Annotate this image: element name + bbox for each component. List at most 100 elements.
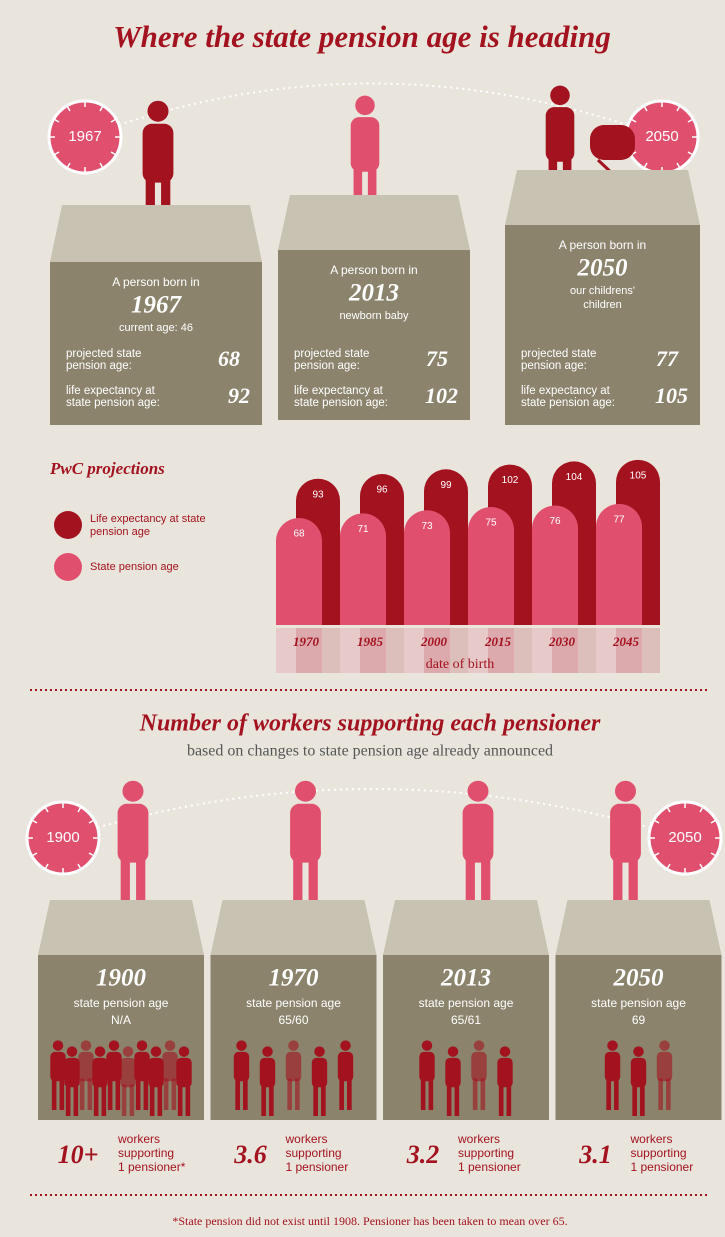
clock-tick xyxy=(88,852,94,857)
bar-reflection xyxy=(276,628,322,673)
platform-front xyxy=(505,225,700,425)
bar-reflection xyxy=(360,628,404,673)
count-text: workers xyxy=(457,1132,500,1146)
worker-count: 3.1 xyxy=(578,1140,612,1169)
value: 69 xyxy=(632,1013,646,1027)
person-leg xyxy=(295,1078,300,1110)
value-label: 76 xyxy=(549,516,561,527)
clock-label: 2050 xyxy=(668,829,701,846)
person-body xyxy=(604,1051,621,1082)
person-leg xyxy=(261,1084,266,1116)
bar-reflection xyxy=(424,628,468,673)
person-leg xyxy=(313,1084,318,1116)
person-leg xyxy=(321,1084,326,1116)
person-leg xyxy=(506,1084,512,1116)
clock-tick xyxy=(66,162,71,168)
person-leg xyxy=(666,1078,671,1110)
clock-tick xyxy=(66,106,71,112)
person-leg xyxy=(87,1078,93,1110)
person-head xyxy=(52,1040,64,1051)
intro: A person born in xyxy=(112,275,199,289)
person-leg xyxy=(308,857,318,920)
label: projected state xyxy=(521,348,596,360)
x-tick-label: 2045 xyxy=(612,634,640,649)
clock xyxy=(47,99,123,175)
person-leg xyxy=(628,857,638,920)
clock-tick xyxy=(54,151,60,156)
legend-label: Life expectancy at state pension age xyxy=(90,513,206,538)
era-year: 1900 xyxy=(96,965,147,992)
person-body xyxy=(290,803,321,863)
person-leg xyxy=(235,1078,240,1110)
label: life expectancy at xyxy=(521,385,611,397)
person-leg xyxy=(243,1078,248,1110)
person-head xyxy=(136,1040,148,1051)
person-leg xyxy=(143,1078,149,1110)
era-year: 1970 xyxy=(269,965,320,992)
value-label: 105 xyxy=(630,471,647,482)
person-leg xyxy=(481,857,491,920)
value-label: 75 xyxy=(485,518,497,529)
value-label: 71 xyxy=(357,524,369,535)
value: 105 xyxy=(655,383,688,408)
person-head xyxy=(262,1046,273,1057)
clock-tick xyxy=(32,852,38,857)
person-body xyxy=(545,107,575,162)
person-leg xyxy=(157,1084,163,1116)
clock-tick xyxy=(654,819,660,824)
clock-tick xyxy=(699,807,704,813)
bar xyxy=(276,518,322,625)
legend-swatch xyxy=(54,511,82,539)
person-leg xyxy=(177,1084,183,1116)
bar-reflection xyxy=(488,628,532,673)
clock-tick xyxy=(699,863,704,869)
label: projected state xyxy=(66,348,141,360)
person-leg xyxy=(293,857,303,920)
person-body xyxy=(285,1051,302,1082)
count-text: 1 pensioner* xyxy=(118,1160,186,1174)
clock-tick xyxy=(676,106,681,112)
platform-top xyxy=(38,900,204,955)
person-body xyxy=(78,1051,94,1082)
person-body xyxy=(445,1057,461,1088)
person-body xyxy=(50,1051,66,1082)
person-leg xyxy=(136,857,146,920)
person-head xyxy=(355,95,375,116)
person-body xyxy=(462,803,494,863)
platform-top xyxy=(50,205,262,262)
person-leg xyxy=(347,1078,352,1110)
footnote: *State pension did not exist until 1908.… xyxy=(172,1214,567,1228)
clock-tick xyxy=(77,863,82,869)
person-head xyxy=(108,1040,120,1051)
person-head xyxy=(147,100,169,122)
clock-tick xyxy=(110,151,116,156)
person-leg xyxy=(135,1078,141,1110)
clock-tick xyxy=(88,819,94,824)
person-leg xyxy=(163,1078,169,1110)
bar xyxy=(404,510,450,625)
clock-tick xyxy=(32,819,38,824)
bar-reflection xyxy=(468,628,514,673)
era-year: 2050 xyxy=(613,965,665,992)
count-text: 1 pensioner xyxy=(631,1160,694,1174)
platform-front xyxy=(383,955,549,1120)
value-label: 99 xyxy=(440,480,452,491)
legend-label: State pension age xyxy=(90,561,179,573)
intro: A person born in xyxy=(330,263,417,277)
person-leg xyxy=(149,1084,155,1116)
person-head xyxy=(550,85,570,106)
person-head xyxy=(467,780,489,802)
label: state pension age xyxy=(419,996,514,1010)
platform-top xyxy=(210,900,377,955)
clock-tick xyxy=(687,118,693,123)
value-label: 102 xyxy=(502,475,519,486)
intro: A person born in xyxy=(559,238,646,252)
bar-reflection xyxy=(340,628,386,673)
person-body xyxy=(162,1051,178,1082)
platform-front xyxy=(555,955,722,1120)
person-leg xyxy=(287,1078,292,1110)
person-leg xyxy=(101,1084,107,1116)
person-head xyxy=(94,1046,106,1057)
value: 102 xyxy=(425,383,458,408)
